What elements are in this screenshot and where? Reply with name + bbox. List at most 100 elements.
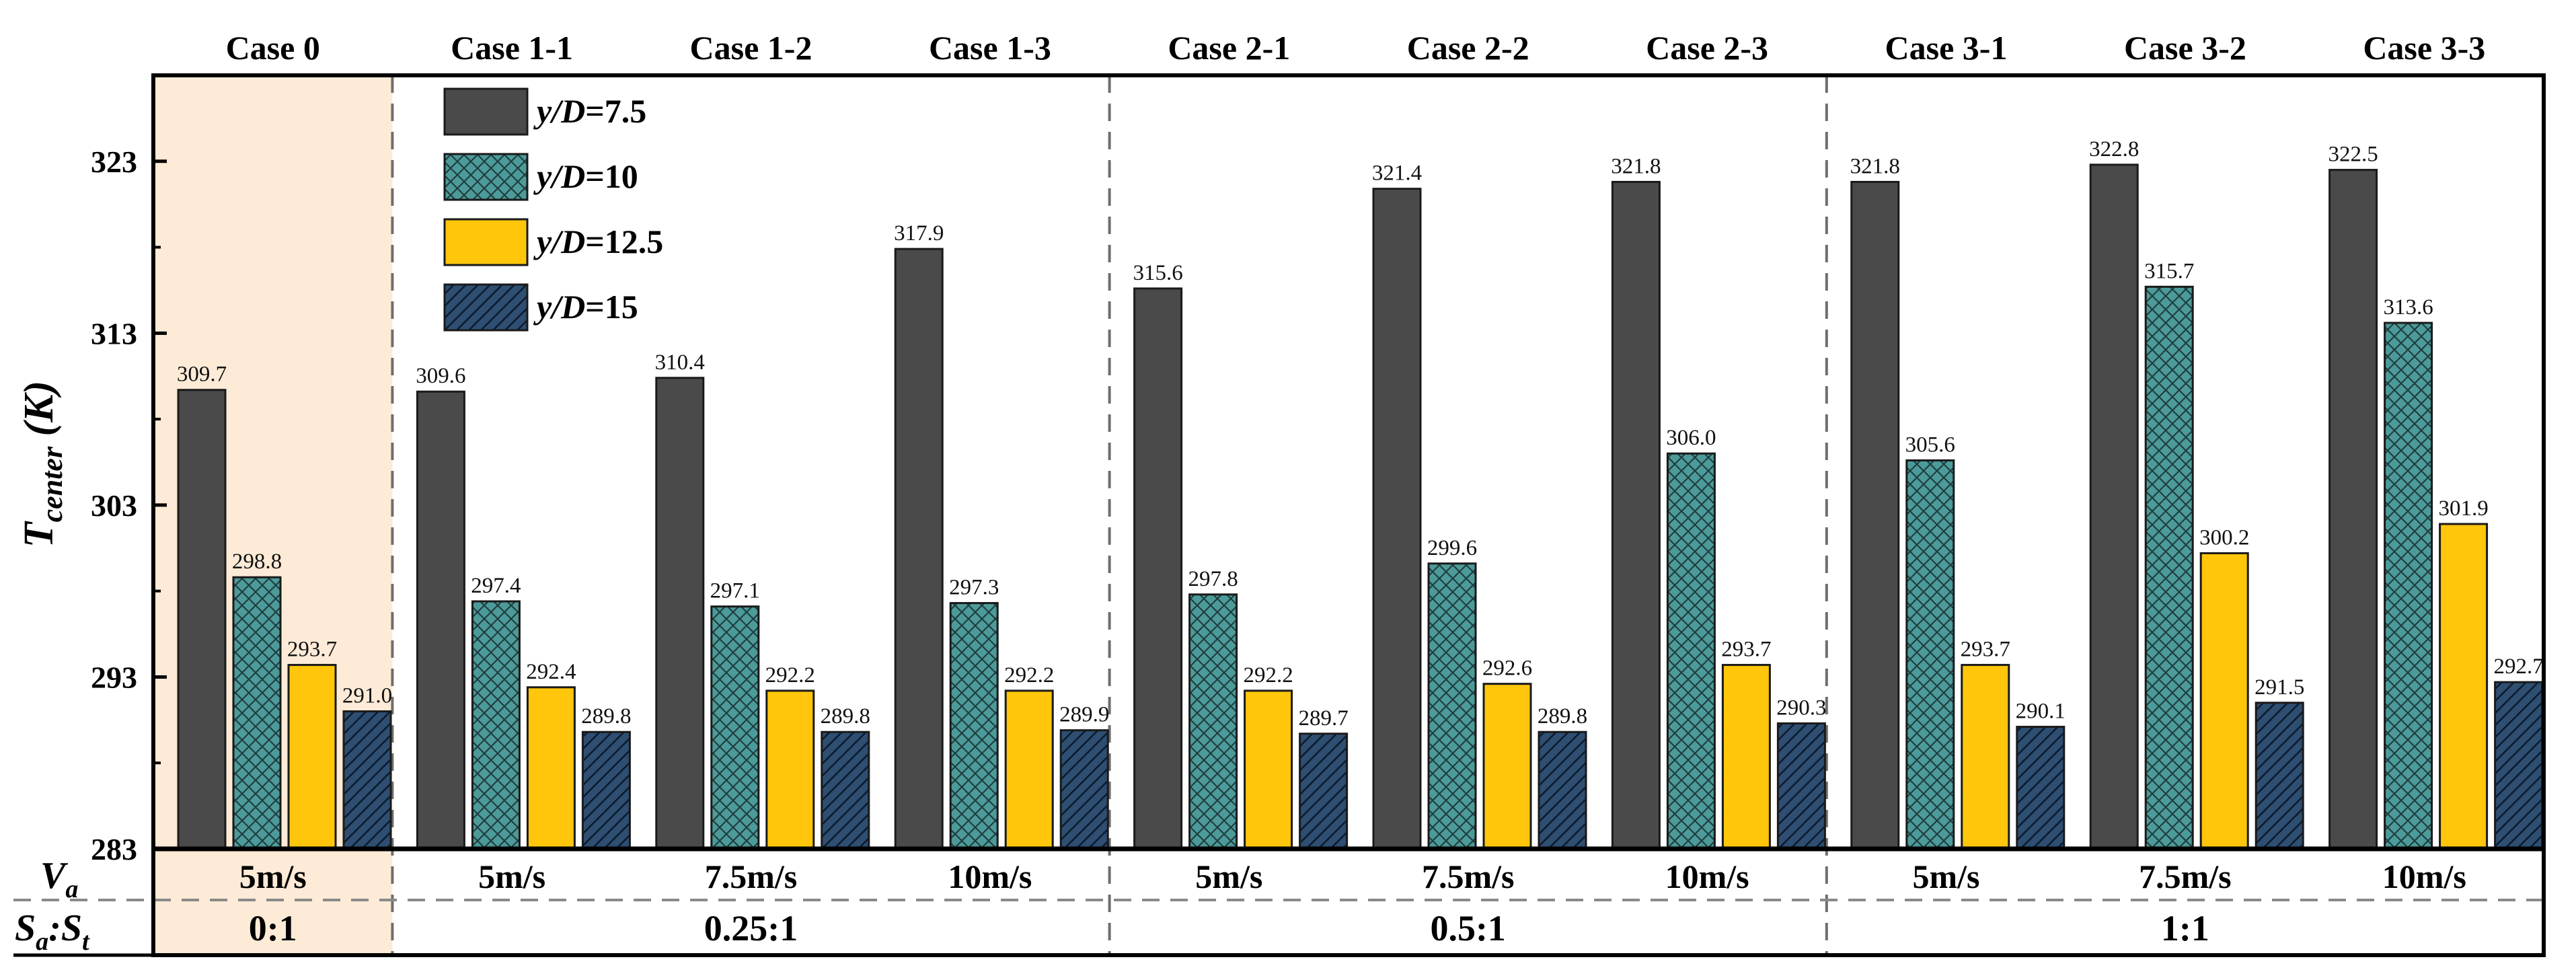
bar-y-d-15-case-3-3 xyxy=(2494,681,2544,850)
bar-y-d-12-5-case-1-3 xyxy=(1004,689,1054,850)
bar-value-label: 322.5 xyxy=(2328,143,2378,167)
bar-y-d-10-case-3-3 xyxy=(2384,322,2433,850)
bar-y-d-12-5-case-2-2 xyxy=(1482,683,1532,850)
bar-value-label: 293.7 xyxy=(1961,638,2010,662)
bar-y-d-7-5-case-3-3 xyxy=(2328,169,2378,850)
bar-y-d-7-5-case-2-3 xyxy=(1611,180,1661,850)
bar-value-label: 298.8 xyxy=(232,550,282,574)
bar-value-label: 292.2 xyxy=(1004,663,1054,687)
bar-value-label: 292.7 xyxy=(2493,654,2543,679)
bar-value-label: 317.9 xyxy=(894,221,944,246)
bar-value-label: 290.3 xyxy=(1776,696,1826,720)
ratio-row-label: Sa:St xyxy=(15,907,90,956)
velocity-label: 10m/s xyxy=(1665,858,1749,895)
legend-swatch xyxy=(443,87,529,136)
bar-y-d-10-case-1-3 xyxy=(949,602,999,850)
y-tick-label: 323 xyxy=(91,145,137,179)
bar-y-d-10-case-2-2 xyxy=(1427,562,1477,850)
bar-y-d-10-case-1-2 xyxy=(710,605,760,850)
y-tick-label: 303 xyxy=(91,488,137,523)
bar-y-d-15-case-1-2 xyxy=(821,730,870,850)
bar-value-label: 289.8 xyxy=(581,704,631,728)
bar-value-label: 292.2 xyxy=(765,663,815,687)
category-label: Case 3-1 xyxy=(1885,29,2008,67)
category-label: Case 1-2 xyxy=(690,29,812,67)
bar-y-d-10-case-3-2 xyxy=(2144,285,2194,850)
bar-y-d-7-5-case-2-2 xyxy=(1372,188,1422,850)
bar-value-label: 321.8 xyxy=(1611,154,1661,178)
bar-value-label: 309.6 xyxy=(416,364,465,388)
bar-y-d-15-case-2-1 xyxy=(1299,733,1349,850)
bar-value-label: 297.3 xyxy=(949,576,999,600)
ratio-label: 0.5:1 xyxy=(1430,908,1505,948)
bar-y-d-12-5-case-2-3 xyxy=(1721,664,1771,850)
bar-y-d-12-5-case-2-1 xyxy=(1244,689,1293,850)
bar-value-label: 310.4 xyxy=(655,350,705,375)
bar-value-label: 289.8 xyxy=(1538,704,1587,728)
bar-y-d-15-case-3-1 xyxy=(2016,726,2066,850)
bar-value-label: 315.7 xyxy=(2144,259,2194,283)
legend-label: y/D=15 xyxy=(533,288,638,326)
category-label: Case 3-3 xyxy=(2363,29,2485,67)
bar-y-d-12-5-case-1-1 xyxy=(526,686,576,850)
velocity-label: 7.5m/s xyxy=(1422,858,1515,895)
bar-value-label: 309.7 xyxy=(177,363,227,387)
legend: y/D=7.5 y/D=10 y/D=12.5 y/D=15 xyxy=(443,87,663,332)
bar-y-d-10-case-3-1 xyxy=(1905,459,1955,850)
ratio-label: 0:1 xyxy=(249,908,297,948)
bar-value-label: 290.1 xyxy=(2016,700,2066,724)
bar-value-label: 321.8 xyxy=(1850,154,1900,178)
legend-swatch xyxy=(443,153,529,201)
velocity-row-label: Va xyxy=(40,855,78,903)
bar-value-label: 289.8 xyxy=(821,704,870,728)
bar-y-d-7-5-case-0 xyxy=(177,389,227,850)
plot-frame xyxy=(151,73,2546,957)
bar-value-label: 315.6 xyxy=(1133,261,1182,285)
legend-label: y/D=12.5 xyxy=(533,223,663,260)
category-label: Case 0 xyxy=(226,29,320,67)
legend-swatch xyxy=(443,218,529,266)
bar-y-d-12-5-case-3-2 xyxy=(2199,552,2249,850)
velocity-label: 5m/s xyxy=(239,858,307,895)
legend-label: y/D=7.5 xyxy=(533,92,646,130)
bar-y-d-12-5-case-3-3 xyxy=(2439,523,2489,850)
bar-value-label: 301.9 xyxy=(2438,496,2488,521)
velocity-label: 10m/s xyxy=(948,858,1032,895)
velocity-label: 10m/s xyxy=(2382,858,2466,895)
bar-value-label: 321.4 xyxy=(1372,161,1422,186)
bar-y-d-7-5-case-3-1 xyxy=(1850,180,1900,850)
bar-value-label: 297.1 xyxy=(710,579,760,603)
velocity-label: 5m/s xyxy=(1195,858,1262,895)
bar-value-label: 299.6 xyxy=(1427,536,1477,560)
bar-value-label: 306.0 xyxy=(1666,426,1716,450)
velocity-label: 5m/s xyxy=(478,858,545,895)
bar-y-d-15-case-2-3 xyxy=(1776,722,1826,850)
ratio-label: 0.25:1 xyxy=(704,908,798,948)
bar-value-label: 322.8 xyxy=(2089,137,2139,161)
bar-value-label: 297.4 xyxy=(471,574,521,598)
category-label: Case 2-2 xyxy=(1407,29,1529,67)
velocity-label: 5m/s xyxy=(1913,858,1980,895)
bar-y-d-10-case-2-3 xyxy=(1666,452,1716,850)
bar-y-d-7-5-case-3-2 xyxy=(2089,163,2139,850)
y-tick-label: 283 xyxy=(91,832,137,866)
bar-y-d-7-5-case-1-2 xyxy=(655,377,705,850)
bar-y-d-12-5-case-0 xyxy=(287,664,337,850)
bar-value-label: 293.7 xyxy=(1721,638,1771,662)
category-label: Case 2-1 xyxy=(1168,29,1290,67)
bar-y-d-12-5-case-1-2 xyxy=(765,689,815,850)
bar-value-label: 292.2 xyxy=(1243,663,1293,687)
legend-label: y/D=10 xyxy=(533,157,638,195)
bar-y-d-15-case-3-2 xyxy=(2255,702,2304,850)
velocity-label: 7.5m/s xyxy=(2139,858,2232,895)
y-tick-label: 313 xyxy=(91,316,137,350)
bar-value-label: 293.7 xyxy=(287,638,337,662)
bar-y-d-10-case-1-1 xyxy=(471,600,521,850)
y-axis-label: Tcenter (K) xyxy=(16,381,69,548)
bar-y-d-15-case-0 xyxy=(342,710,392,850)
bar-value-label: 297.8 xyxy=(1188,567,1238,591)
ratio-label: 1:1 xyxy=(2161,908,2209,948)
bar-y-d-7-5-case-2-1 xyxy=(1133,287,1183,850)
case0-highlight-bottom xyxy=(153,849,393,955)
